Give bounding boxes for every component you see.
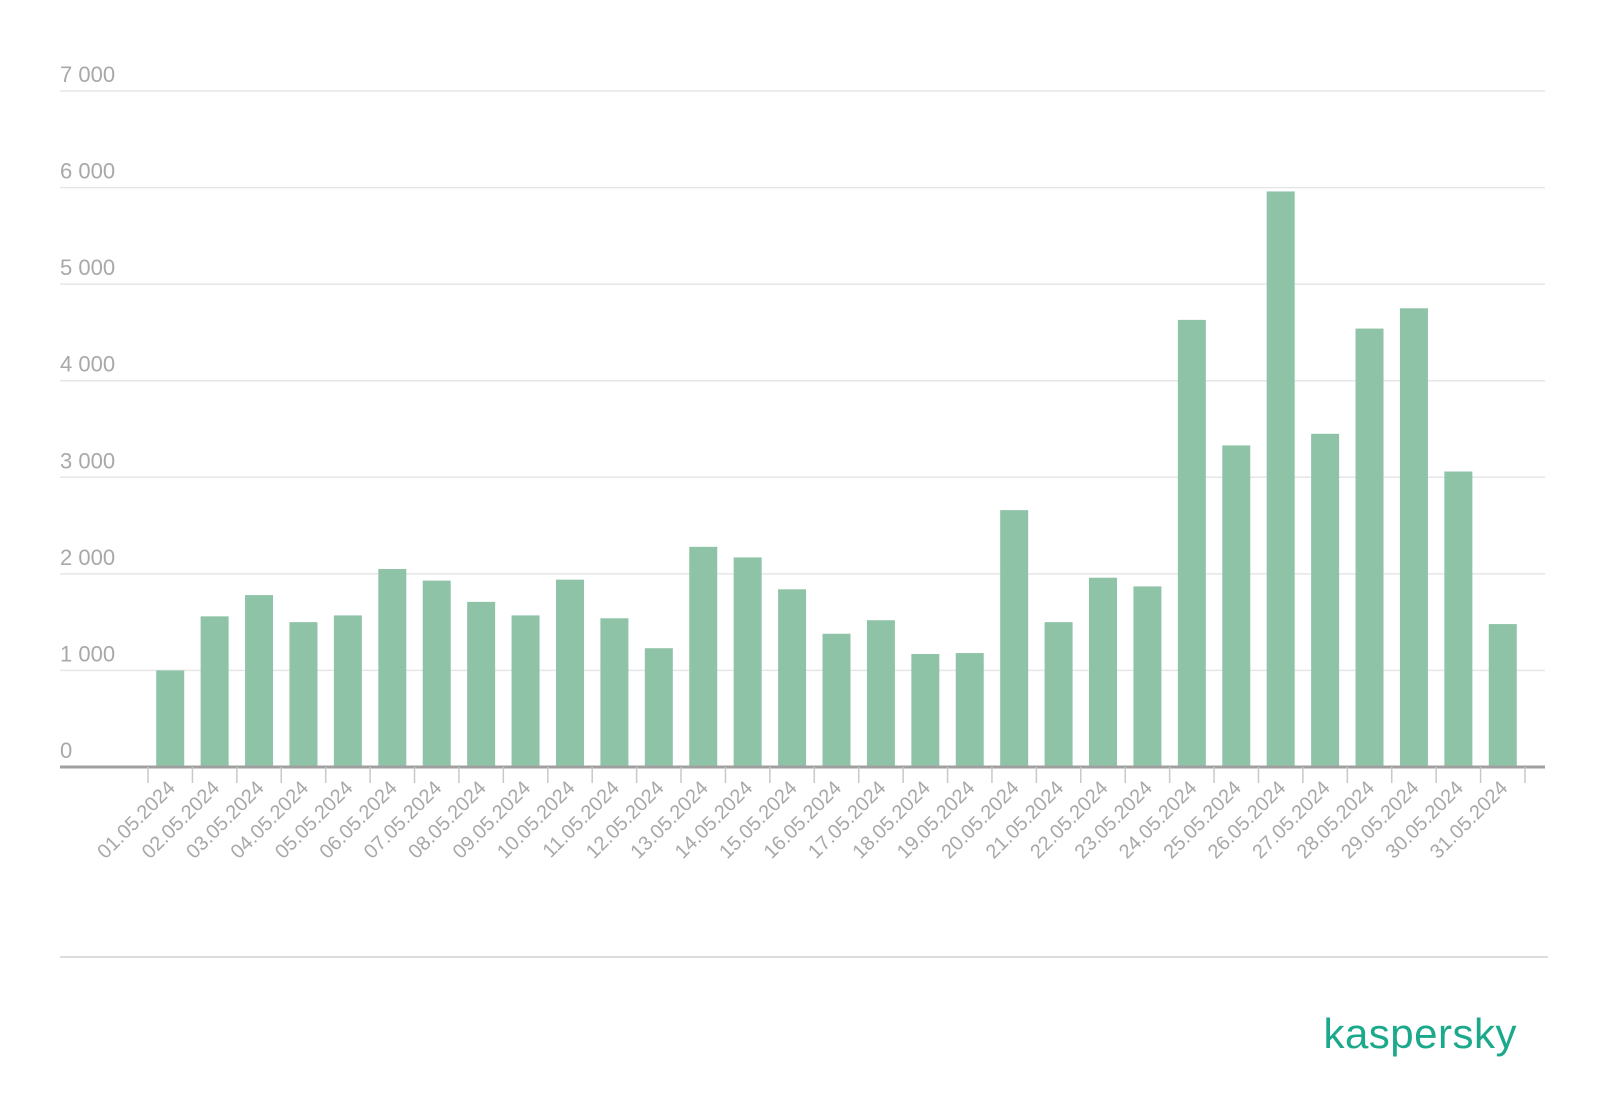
- y-tick-label: 4 000: [60, 352, 115, 377]
- x-axis: [60, 765, 1545, 783]
- bar: [245, 595, 274, 767]
- y-tick-label: 5 000: [60, 255, 115, 280]
- bar: [1000, 510, 1029, 767]
- bar: [1488, 624, 1517, 767]
- bar: [778, 589, 807, 767]
- bar: [1311, 433, 1340, 767]
- y-tick-label: 7 000: [60, 62, 115, 87]
- bar: [1177, 319, 1206, 767]
- bar: [511, 615, 540, 767]
- grid-lines: [60, 90, 1545, 672]
- bar: [1444, 471, 1473, 767]
- bar: [822, 633, 851, 767]
- x-axis-ticks: 01.05.202402.05.202403.05.202404.05.2024…: [93, 777, 1512, 863]
- bar: [333, 615, 362, 767]
- y-tick-label: 2 000: [60, 545, 115, 570]
- y-tick-label: 0: [60, 738, 72, 763]
- bar: [1044, 622, 1073, 767]
- bar: [200, 616, 229, 767]
- bar: [467, 601, 496, 767]
- bar: [156, 670, 185, 767]
- y-tick-label: 6 000: [60, 159, 115, 184]
- bar: [1355, 328, 1384, 767]
- kaspersky-logo: kaspersky: [1323, 1010, 1517, 1057]
- bar: [1222, 445, 1251, 767]
- bar: [1089, 577, 1118, 767]
- bar: [866, 620, 895, 767]
- bar: [555, 579, 584, 767]
- bar: [911, 654, 940, 767]
- y-axis-ticks: 0 1 000 2 000 3 000 4 000 5 000 6 000 7 000: [60, 62, 115, 763]
- bar: [1133, 586, 1162, 767]
- bar: [600, 618, 629, 767]
- bar: [422, 580, 451, 767]
- bar: [378, 569, 407, 767]
- bar: [955, 653, 984, 767]
- bar-chart: 0 1 000 2 000 3 000 4 000 5 000 6 000 7 000 01.…: [60, 62, 1545, 863]
- bar: [644, 648, 673, 767]
- footer-divider: [60, 956, 1548, 958]
- bar: [289, 622, 318, 767]
- y-tick-label: 1 000: [60, 641, 115, 666]
- y-tick-label: 3 000: [60, 448, 115, 473]
- bar: [689, 546, 718, 767]
- bar: [1399, 308, 1428, 767]
- bars: [156, 191, 1517, 768]
- bar: [1266, 191, 1295, 768]
- bar: [733, 557, 762, 767]
